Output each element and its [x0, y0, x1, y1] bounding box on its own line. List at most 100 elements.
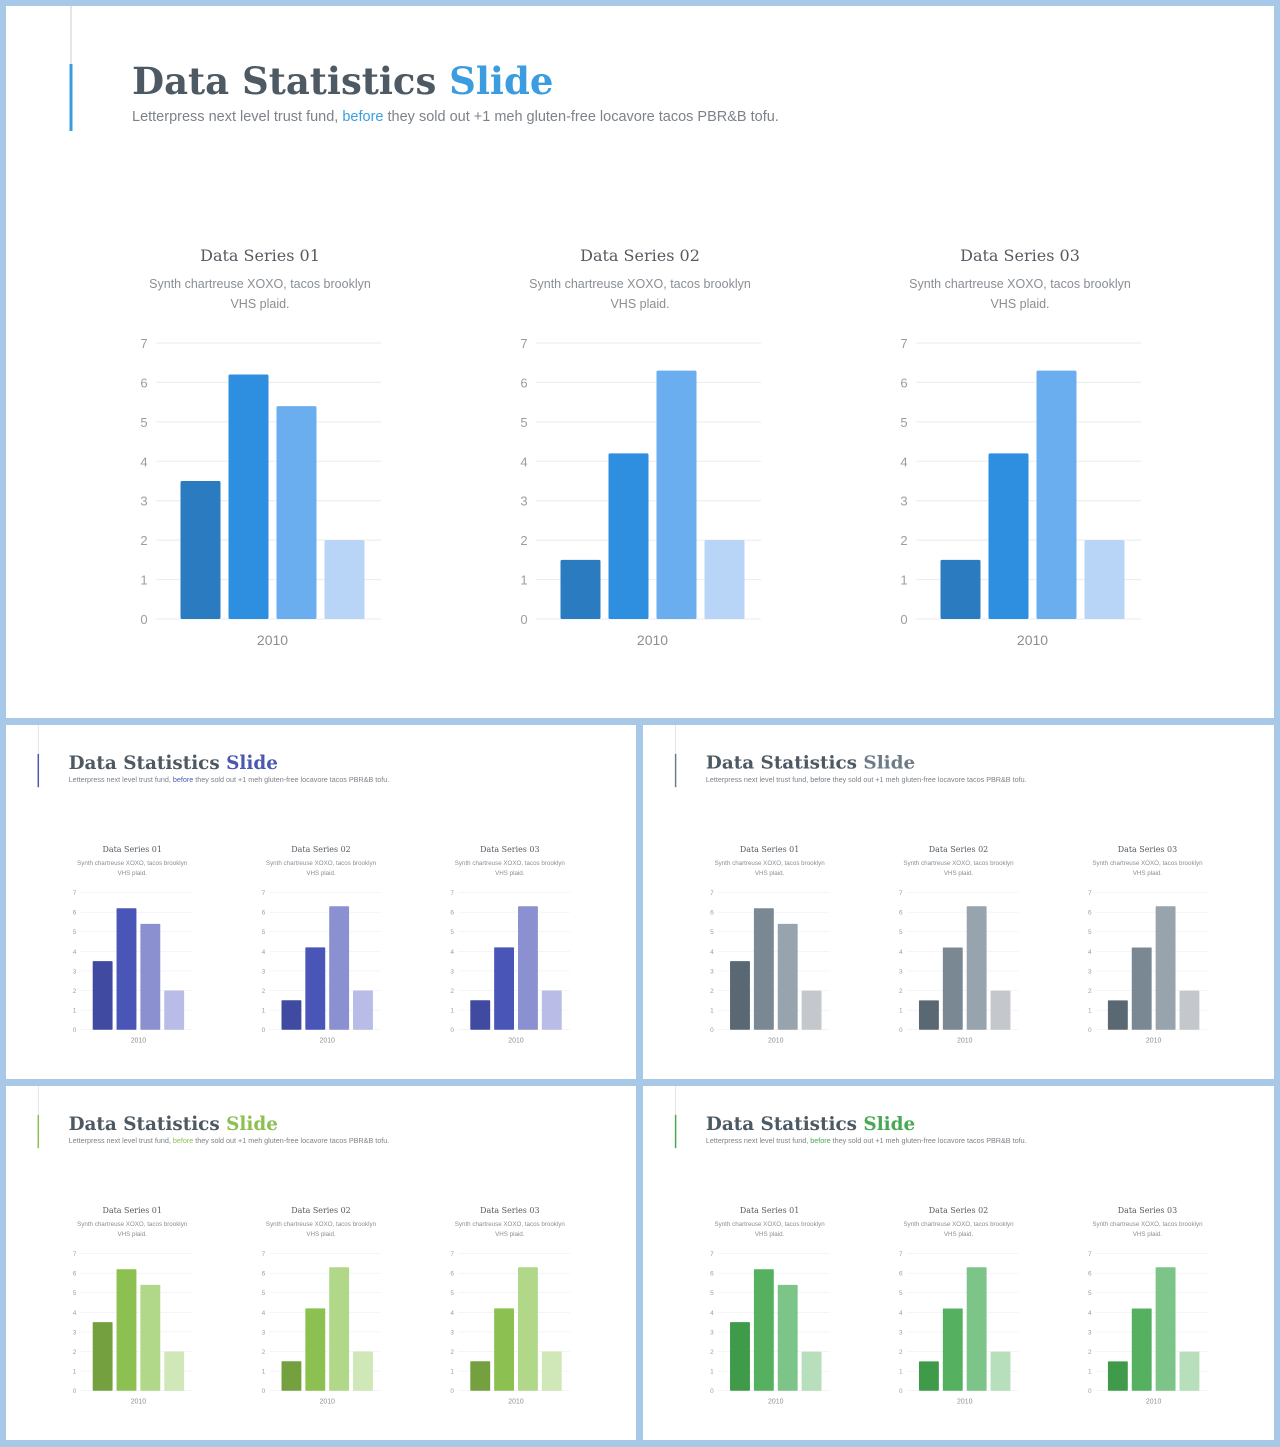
y-tick-label: 7	[262, 890, 266, 897]
y-tick-label: 5	[73, 1290, 77, 1297]
y-tick-label: 0	[899, 1388, 903, 1395]
bar	[494, 947, 515, 1030]
bar	[140, 1284, 161, 1391]
y-tick-label: 6	[710, 1271, 714, 1278]
bar	[517, 1267, 538, 1391]
bar	[560, 559, 601, 619]
y-tick-label: 0	[450, 1388, 454, 1395]
bar	[541, 990, 562, 1030]
bar	[470, 1361, 491, 1391]
y-tick-label: 3	[520, 494, 527, 509]
y-tick-label: 5	[899, 929, 903, 936]
bar	[92, 1322, 113, 1391]
chart-title: Data Series 01	[740, 845, 799, 854]
y-tick-label: 0	[73, 1388, 77, 1395]
bar	[353, 1351, 373, 1391]
y-tick-label: 2	[262, 1349, 266, 1356]
y-tick-label: 5	[899, 1290, 903, 1297]
y-tick-label: 0	[262, 1027, 266, 1034]
y-tick-label: 5	[710, 929, 714, 936]
title-main: Data Statistics	[69, 1114, 227, 1135]
y-tick-label: 6	[262, 910, 266, 917]
x-tick-label: 2010	[508, 1038, 524, 1045]
chart-title: Data Series 03	[480, 1206, 539, 1215]
bar	[704, 540, 745, 619]
y-tick-label: 1	[73, 1008, 77, 1015]
subtitle-part: Letterpress next level trust fund,	[706, 1136, 810, 1145]
y-tick-label: 7	[262, 1251, 266, 1258]
chart-subtitle: Synth chartreuse XOXO, tacos brooklyn VH…	[265, 859, 377, 877]
chart-title: Data Series 02	[580, 246, 700, 265]
y-tick-label: 2	[900, 533, 907, 548]
y-tick-label: 4	[73, 949, 77, 956]
bar	[470, 1000, 491, 1030]
y-tick-label: 6	[1088, 910, 1092, 917]
x-tick-label: 2010	[257, 632, 288, 648]
y-tick-label: 3	[140, 494, 147, 509]
y-tick-label: 2	[73, 1349, 77, 1356]
bar	[801, 1351, 822, 1391]
y-tick-label: 3	[1088, 968, 1092, 975]
y-tick-label: 1	[899, 1369, 903, 1376]
y-tick-label: 4	[899, 949, 903, 956]
y-tick-label: 1	[73, 1369, 77, 1376]
y-tick-label: 5	[450, 1290, 454, 1297]
y-tick-label: 7	[899, 1251, 903, 1258]
y-tick-label: 4	[262, 1310, 266, 1317]
chart-title: Data Series 01	[200, 246, 320, 265]
bar	[1131, 947, 1152, 1030]
y-tick-label: 2	[450, 1349, 454, 1356]
y-tick-label: 0	[140, 612, 147, 627]
subtitle-part: Letterpress next level trust fund,	[69, 775, 173, 784]
y-tick-label: 3	[900, 494, 907, 509]
chart-subtitle-box: Synth chartreuse XOXO, tacos brooklyn VH…	[529, 277, 751, 311]
title-accent: Slide	[226, 1114, 278, 1135]
y-tick-label: 2	[710, 988, 714, 995]
bar	[777, 1284, 798, 1391]
chart-title: Data Series 01	[740, 1206, 799, 1215]
bar	[730, 1322, 750, 1391]
y-tick-label: 1	[262, 1008, 266, 1015]
y-tick-label: 5	[73, 929, 77, 936]
y-tick-label: 2	[899, 988, 903, 995]
subtitle-part: before	[342, 109, 383, 125]
y-tick-label: 2	[520, 533, 527, 548]
chart-subtitle: Synth chartreuse XOXO, tacos brooklyn VH…	[909, 277, 1131, 311]
bar	[1107, 1000, 1128, 1030]
bar	[281, 1361, 302, 1391]
chart-subtitle: Synth chartreuse XOXO, tacos brooklyn VH…	[77, 859, 188, 877]
chart-subtitle: Synth chartreuse XOXO, tacos brooklyn VH…	[77, 1220, 188, 1238]
bar	[940, 559, 981, 619]
chart-title: Data Series 03	[1118, 845, 1177, 854]
bar	[305, 1308, 326, 1391]
y-tick-label: 4	[1088, 1310, 1092, 1317]
chart-subtitle-box: Synth chartreuse XOXO, tacos brooklyn VH…	[265, 859, 377, 877]
bar	[517, 906, 538, 1030]
title-accent: Slide	[226, 753, 278, 774]
chart-title: Data Series 01	[102, 845, 161, 854]
title-main: Data Statistics	[132, 59, 449, 103]
bar	[305, 947, 326, 1030]
x-tick-label: 2010	[957, 1399, 973, 1406]
bar	[942, 947, 963, 1030]
chart-title: Data Series 03	[480, 845, 539, 854]
bar	[801, 990, 822, 1030]
chart-subtitle: Synth chartreuse XOXO, tacos brooklyn VH…	[1092, 1220, 1203, 1238]
bar	[656, 370, 697, 619]
bar	[1107, 1361, 1128, 1391]
bar	[1155, 906, 1176, 1030]
chart-subtitle: Synth chartreuse XOXO, tacos brooklyn VH…	[454, 1220, 565, 1238]
y-tick-label: 3	[710, 968, 714, 975]
chart-title: Data Series 02	[929, 845, 988, 854]
slide-subtitle: Letterpress next level trust fund, befor…	[69, 1136, 390, 1145]
bar	[988, 453, 1029, 619]
bar	[494, 1308, 515, 1391]
y-tick-label: 4	[450, 949, 454, 956]
chart-subtitle: Synth chartreuse XOXO, tacos brooklyn VH…	[1092, 859, 1203, 877]
y-tick-label: 4	[262, 949, 266, 956]
y-tick-label: 2	[1088, 988, 1092, 995]
x-tick-label: 2010	[1146, 1399, 1162, 1406]
chart-subtitle-box: Synth chartreuse XOXO, tacos brooklyn VH…	[903, 1221, 1013, 1238]
